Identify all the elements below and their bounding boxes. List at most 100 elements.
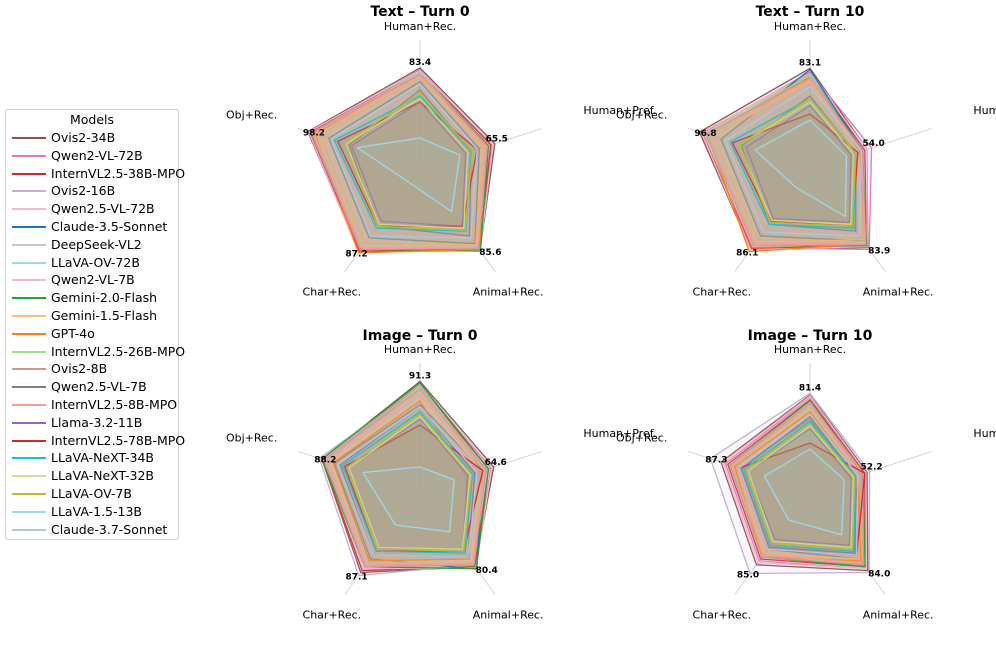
max-value-label: 87.2 [345,250,367,260]
axis-label: Human+Rec. [774,20,846,33]
legend-swatch [12,493,46,495]
series-polygon [747,425,855,548]
legend-label: InternVL2.5-26B-MPO [51,343,186,359]
legend-swatch [12,332,46,335]
legend-entry: Llama-3.2-11B [6,414,178,432]
series-polygon [346,413,473,552]
legend-label: InternVL2.5-38B-MPO [51,165,186,181]
legend-label: Qwen2.5-VL-7B [51,379,147,395]
legend-swatch [12,154,46,157]
series-polygon [348,415,471,550]
max-value-label: 84.0 [868,570,890,580]
axis-label: Human+Pref. [583,104,656,117]
axis-label: Char+Rec. [303,285,362,298]
legend-label: Ovis2-16B [51,183,116,199]
legend-label: Qwen2.5-VL-72B [51,201,155,217]
legend-swatch [12,190,46,193]
legend-label: Claude-3.5-Sonnet [51,219,168,234]
axis-label: Animal+Rec. [863,285,934,298]
legend-entry: Gemini-2.0-Flash [6,289,178,307]
legend-label: LLaVA-NeXT-32B [51,468,154,484]
series-polygon [345,97,469,229]
legend-entry: Qwen2-VL-7B [6,271,178,289]
legend-label: Qwen2-VL-72B [51,147,143,163]
legend-swatch [12,243,46,246]
axis-spoke [809,490,886,595]
series-polygon [738,413,859,556]
axis-label: Animal+Rec. [473,285,544,298]
axis-spoke [298,451,421,492]
axis-label: Human+Rec. [384,343,456,356]
axis-spoke [809,128,932,169]
legend-label: GPT-4o [51,325,95,341]
legend-label: Ovis2-34B [51,130,116,145]
legend-swatch [12,315,46,317]
axis-label: Human+Pref. [973,104,996,117]
max-value-label: 85.6 [479,248,501,258]
axis-spoke [344,167,421,272]
legend-entry: Ovis2-34B [6,129,178,147]
max-value-label: 83.4 [409,58,431,68]
legend-swatch [12,528,46,531]
legend-entry: LLaVA-NeXT-34B [6,449,178,467]
axis-label: Char+Rec. [303,608,362,621]
series-polygon [362,466,455,533]
legend-title: Models [69,112,115,127]
legend-swatch [12,261,46,264]
legend-label: Gemini-1.5-Flash [51,308,158,323]
axis-spoke [734,490,811,595]
legend-label: LLaVA-NeXT-34B [51,450,154,466]
axis-spoke [419,167,496,272]
legend-entry: Gemini-1.5-Flash [6,307,178,325]
max-value-label: 80.4 [476,566,498,576]
axis-label: Char+Rec. [693,608,752,621]
chart-title: Image – Turn 10 [748,328,873,344]
axis-label: Human+Rec. [774,343,846,356]
axis-label: Obj+Rec. [616,109,667,122]
legend-entry: LLaVA-NeXT-32B [6,467,178,485]
legend-swatch [12,386,46,389]
axis-spoke [419,490,496,595]
max-value-label: 88.2 [314,455,336,465]
axis-label: Char+Rec. [693,285,752,298]
legend-entry: InternVL2.5-8B-MPO [6,396,178,414]
max-value-label: 81.4 [799,383,821,393]
axis-label: Human+Pref. [973,427,996,440]
legend-swatch [12,457,46,460]
legend-label: Gemini-2.0-Flash [51,290,158,306]
max-value-label: 65.5 [486,135,508,145]
max-value-label: 83.9 [868,246,890,256]
series-polygon [330,83,478,239]
max-value-label: 98.2 [303,129,325,139]
legend-label: InternVL2.5-78B-MPO [51,432,186,448]
max-value-label: 64.6 [485,458,507,468]
series-polygon [745,423,856,550]
max-value-label: 54.0 [863,139,885,149]
legend-swatch [12,297,46,300]
series-polygon [325,389,486,566]
axis-label: Animal+Rec. [473,608,544,621]
legend-entry: Qwen2-VL-72B [6,147,178,165]
legend-entry: Claude-3.5-Sonnet [6,218,178,236]
legend-swatch [12,421,46,424]
legend-swatch [12,404,46,406]
axis-label: Human+Rec. [384,20,456,33]
legend-entry: InternVL2.5-78B-MPO [6,432,185,450]
axis-spoke [344,490,421,595]
legend: Models Ovis2-34B Qwen2-VL-72B InternVL2.5-… [5,109,185,540]
max-value-label: 96.8 [694,129,716,139]
legend-label: Claude-3.7-Sonnet [51,521,168,537]
legend-swatch [12,226,46,228]
max-value-label: 86.1 [736,249,758,259]
axis-spoke [809,451,932,492]
legend-entry: Claude-3.7-Sonnet [6,521,178,539]
max-value-label: 85.0 [737,571,759,581]
legend-entry: Ovis2-8B [6,360,178,378]
legend-swatch [12,208,46,211]
axis-spoke [419,128,542,169]
max-value-label: 87.3 [705,456,727,466]
